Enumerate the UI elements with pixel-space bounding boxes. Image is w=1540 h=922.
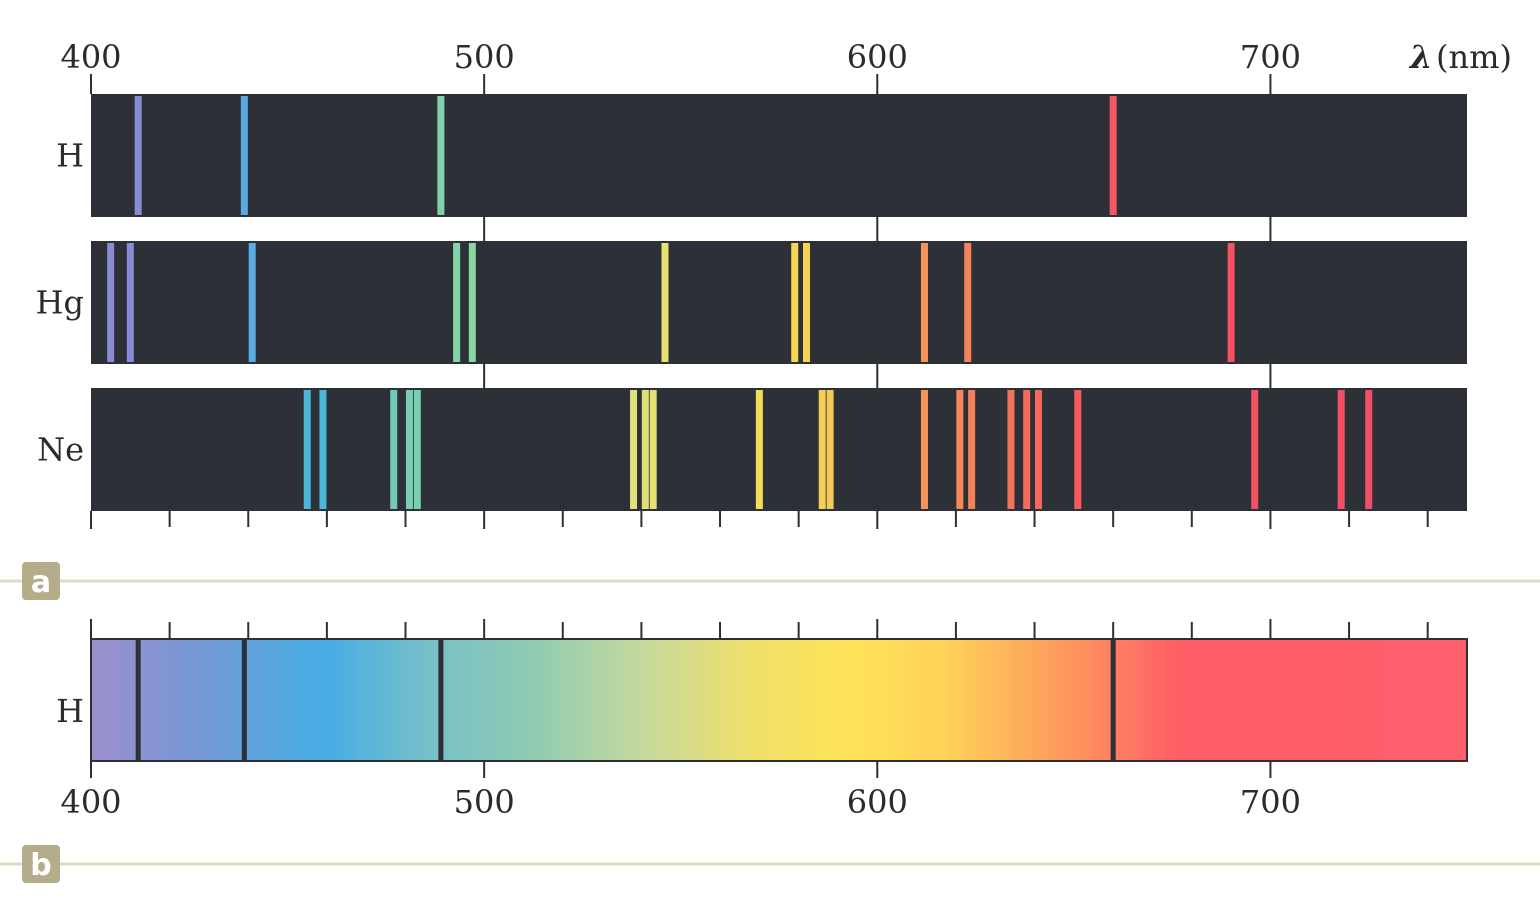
- axis-label-lambda: λ: [1408, 38, 1432, 76]
- emission-line: [818, 390, 826, 509]
- emission-line: [413, 390, 421, 509]
- tick-label: 600: [847, 783, 908, 821]
- x-axis-tick-labels-bottom: 400 500 600 700: [60, 783, 1301, 821]
- tick-label: 500: [454, 783, 515, 821]
- emission-line: [240, 96, 248, 215]
- emission-line: [641, 390, 649, 509]
- row-label-h: H: [56, 137, 84, 175]
- panel-b-badge-box: [22, 845, 60, 883]
- absorption-lines: [135, 640, 1116, 760]
- emission-line: [1023, 390, 1031, 509]
- tick-label: 600: [847, 38, 908, 76]
- spectrum-row-hg: Hg: [36, 241, 1467, 364]
- absorption-line: [135, 640, 141, 760]
- emission-line: [1251, 390, 1259, 509]
- panel-b-absorption-spectrum: H 400 500 600 700: [56, 619, 1468, 821]
- emission-line: [134, 96, 142, 215]
- emission-line: [920, 243, 928, 362]
- emission-line: [826, 390, 834, 509]
- row-label-ne: Ne: [37, 431, 84, 469]
- panel-a-badge: a: [0, 562, 1540, 600]
- emission-line: [390, 390, 398, 509]
- emission-line: [468, 243, 476, 362]
- emission-line: [319, 390, 327, 509]
- panel-b-badge: b: [0, 845, 1540, 883]
- emission-line: [126, 243, 134, 362]
- emission-line: [1007, 390, 1015, 509]
- spectrum-row-background: [91, 388, 1467, 511]
- spectrum-row-h: H: [56, 94, 1467, 217]
- absorption-line: [438, 640, 444, 760]
- emission-line: [303, 390, 311, 509]
- absorption-line: [241, 640, 247, 760]
- emission-rows: H Hg Ne: [36, 94, 1467, 511]
- x-axis-ticks-panel-a: [90, 74, 1429, 529]
- emission-line: [1365, 390, 1373, 509]
- emission-line: [920, 390, 928, 509]
- emission-line: [107, 243, 115, 362]
- x-axis-ticks-panel-b: [90, 619, 1429, 778]
- emission-line: [1034, 390, 1042, 509]
- row-label-hg: Hg: [36, 284, 84, 322]
- emission-line: [649, 390, 657, 509]
- emission-line: [803, 243, 811, 362]
- tick-label: 400: [60, 38, 121, 76]
- absorption-line: [1110, 640, 1116, 760]
- emission-line: [437, 96, 445, 215]
- x-axis-tick-labels-top: 400 500 600 700: [60, 38, 1301, 76]
- emission-line: [1074, 390, 1082, 509]
- axis-label-unit: (nm): [1436, 38, 1512, 76]
- emission-line: [1227, 243, 1235, 362]
- tick-label: 700: [1240, 38, 1301, 76]
- emission-line: [405, 390, 413, 509]
- tick-label: 400: [60, 783, 121, 821]
- panel-a-emission-spectra: H Hg Ne 400 500 600 700 λ (nm): [36, 38, 1512, 529]
- emission-line: [755, 390, 763, 509]
- emission-line: [1109, 96, 1117, 215]
- tick-label: 500: [454, 38, 515, 76]
- panel-a-badge-label: a: [31, 565, 51, 600]
- spectrum-row-background: [91, 241, 1467, 364]
- emission-line: [956, 390, 964, 509]
- panel-a-badge-box: [22, 562, 60, 600]
- spectrum-row-background: [91, 94, 1467, 217]
- emission-line: [791, 243, 799, 362]
- emission-line: [630, 390, 638, 509]
- continuous-spectrum-band: [90, 638, 1468, 762]
- row-label-h-absorption: H: [56, 692, 84, 730]
- spectrum-row-ne: Ne: [37, 388, 1467, 511]
- emission-line: [248, 243, 256, 362]
- emission-line: [964, 243, 972, 362]
- emission-line: [453, 243, 461, 362]
- emission-line: [1337, 390, 1345, 509]
- tick-label: 700: [1240, 783, 1301, 821]
- panel-b-badge-label: b: [30, 848, 51, 883]
- emission-line: [661, 243, 669, 362]
- emission-line: [968, 390, 976, 509]
